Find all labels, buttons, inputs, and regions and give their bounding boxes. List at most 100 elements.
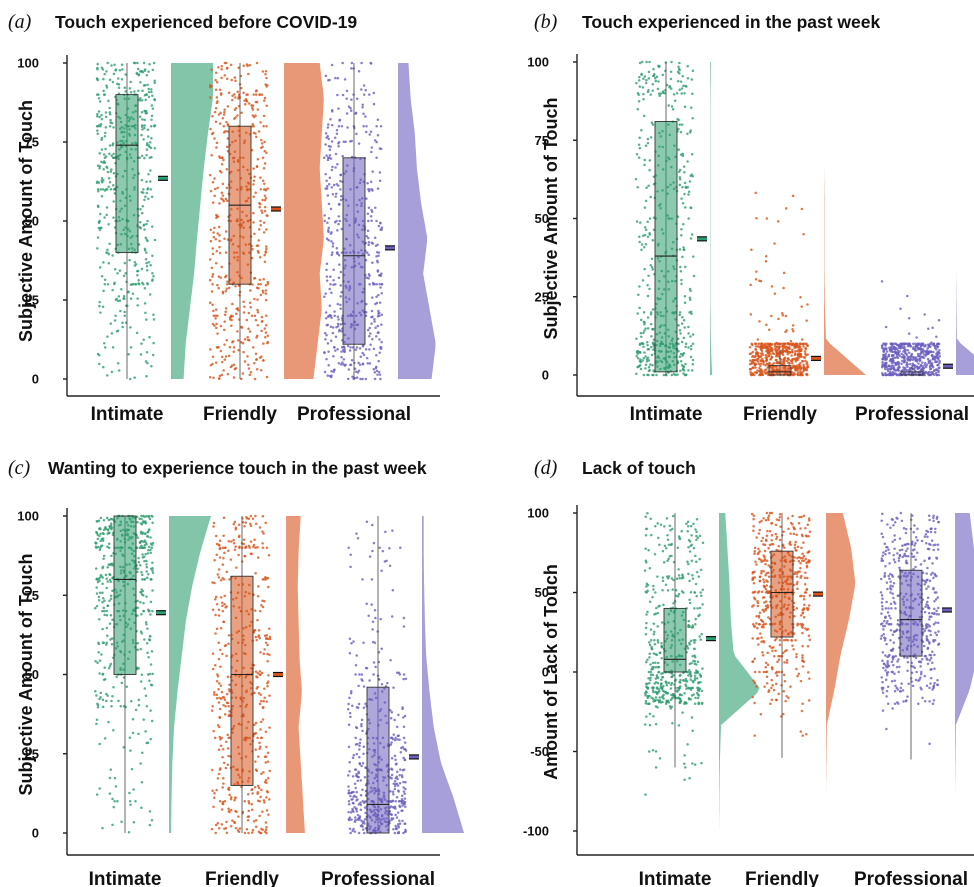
data-point xyxy=(337,215,341,218)
data-point xyxy=(880,344,884,348)
data-point xyxy=(402,677,405,681)
data-point xyxy=(119,309,122,313)
data-point xyxy=(892,359,895,362)
data-point xyxy=(689,347,693,351)
data-point xyxy=(933,369,936,372)
data-point xyxy=(358,347,362,350)
data-point xyxy=(248,546,251,549)
data-point xyxy=(100,194,104,198)
data-point xyxy=(133,260,137,264)
data-point xyxy=(371,261,374,264)
data-point xyxy=(149,124,153,128)
data-point xyxy=(224,307,228,310)
data-point xyxy=(368,93,371,96)
data-point xyxy=(353,794,356,798)
data-point xyxy=(918,366,921,369)
data-point xyxy=(219,111,222,115)
data-point xyxy=(756,338,760,341)
data-point xyxy=(330,370,333,373)
data-point xyxy=(399,751,403,754)
data-point xyxy=(355,346,359,349)
data-point xyxy=(642,114,646,118)
y-tick-label: 75 xyxy=(25,135,39,150)
data-point xyxy=(238,546,241,550)
group-professional xyxy=(880,62,974,377)
data-point xyxy=(232,522,236,526)
data-point xyxy=(150,114,154,118)
data-point xyxy=(381,549,385,553)
data-point xyxy=(266,576,270,580)
data-point xyxy=(364,702,367,706)
data-point xyxy=(144,730,147,733)
data-point xyxy=(648,168,651,172)
data-point xyxy=(140,178,144,182)
data-point xyxy=(218,374,222,378)
data-point xyxy=(683,105,687,108)
data-point xyxy=(145,268,149,272)
data-point xyxy=(264,250,268,253)
data-point xyxy=(350,67,353,70)
data-point xyxy=(352,802,355,805)
data-point xyxy=(388,547,391,550)
data-point xyxy=(334,195,337,198)
data-point xyxy=(98,266,102,269)
data-point xyxy=(376,314,380,318)
y-axis-title: Subjective Amount of Touch xyxy=(16,554,36,796)
data-point xyxy=(265,214,268,217)
data-point xyxy=(234,285,237,288)
data-point xyxy=(683,762,686,766)
data-point xyxy=(114,68,118,71)
data-point xyxy=(645,360,649,363)
data-point xyxy=(264,336,267,339)
data-point xyxy=(118,299,122,302)
data-point xyxy=(223,237,226,240)
data-point xyxy=(146,531,149,534)
data-point xyxy=(215,679,219,683)
data-point xyxy=(224,355,228,358)
data-point xyxy=(396,811,400,814)
data-point xyxy=(218,122,222,125)
data-point xyxy=(253,297,256,301)
data-point xyxy=(755,217,758,220)
data-point xyxy=(798,352,802,356)
data-point xyxy=(113,776,117,780)
data-point xyxy=(373,318,376,321)
data-point xyxy=(934,371,938,375)
data-point xyxy=(372,282,375,286)
data-point xyxy=(262,221,266,224)
data-point xyxy=(340,350,343,353)
data-point xyxy=(225,831,229,835)
data-point xyxy=(97,221,101,224)
data-point xyxy=(399,768,402,771)
data-point xyxy=(115,329,119,333)
data-point xyxy=(358,762,362,765)
data-point xyxy=(768,361,771,365)
data-point xyxy=(140,517,143,521)
data-point xyxy=(896,348,899,351)
data-point xyxy=(107,223,110,226)
data-point xyxy=(141,89,144,92)
data-point xyxy=(359,377,362,381)
data-point xyxy=(325,184,329,188)
data-point xyxy=(893,361,896,365)
panel-1: (b) Touch experienced in the past week025… xyxy=(527,11,974,425)
data-point xyxy=(261,156,265,160)
data-point xyxy=(334,76,337,80)
data-point xyxy=(231,98,234,102)
data-point xyxy=(98,742,101,746)
data-point xyxy=(756,345,760,348)
data-point xyxy=(228,793,231,797)
data-point xyxy=(148,635,152,638)
data-point xyxy=(890,364,893,368)
data-point xyxy=(363,822,366,825)
data-point xyxy=(139,221,142,224)
data-point xyxy=(214,598,217,601)
data-point xyxy=(353,367,357,371)
data-point xyxy=(792,373,795,377)
data-point xyxy=(252,221,255,224)
data-point xyxy=(215,322,218,326)
data-point xyxy=(264,292,268,295)
data-point xyxy=(259,609,262,613)
data-point xyxy=(94,689,97,693)
data-point xyxy=(394,824,397,828)
